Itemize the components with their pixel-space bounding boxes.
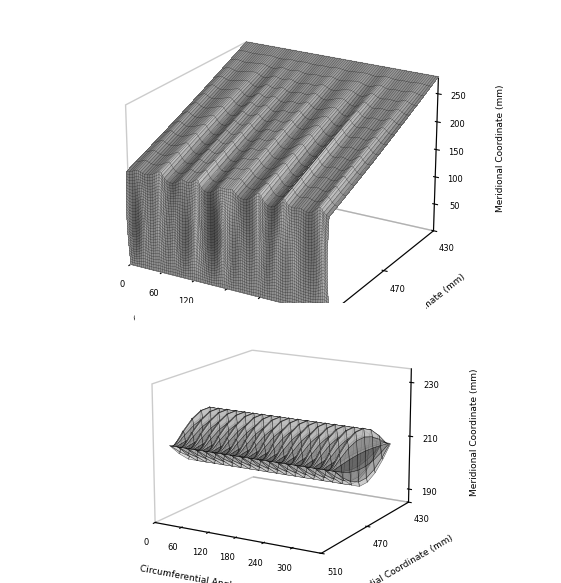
Y-axis label: Radial Coordinate (mm): Radial Coordinate (mm) — [357, 533, 455, 583]
X-axis label: Circumferential Angle (Degrees): Circumferential Angle (Degrees) — [132, 314, 276, 358]
Y-axis label: Radial Coordinate (mm): Radial Coordinate (mm) — [377, 272, 467, 347]
Text: (a) Cone and cylinder: (a) Cone and cylinder — [188, 364, 316, 377]
X-axis label: Circumferential Angle (Degrees): Circumferential Angle (Degrees) — [139, 564, 285, 583]
